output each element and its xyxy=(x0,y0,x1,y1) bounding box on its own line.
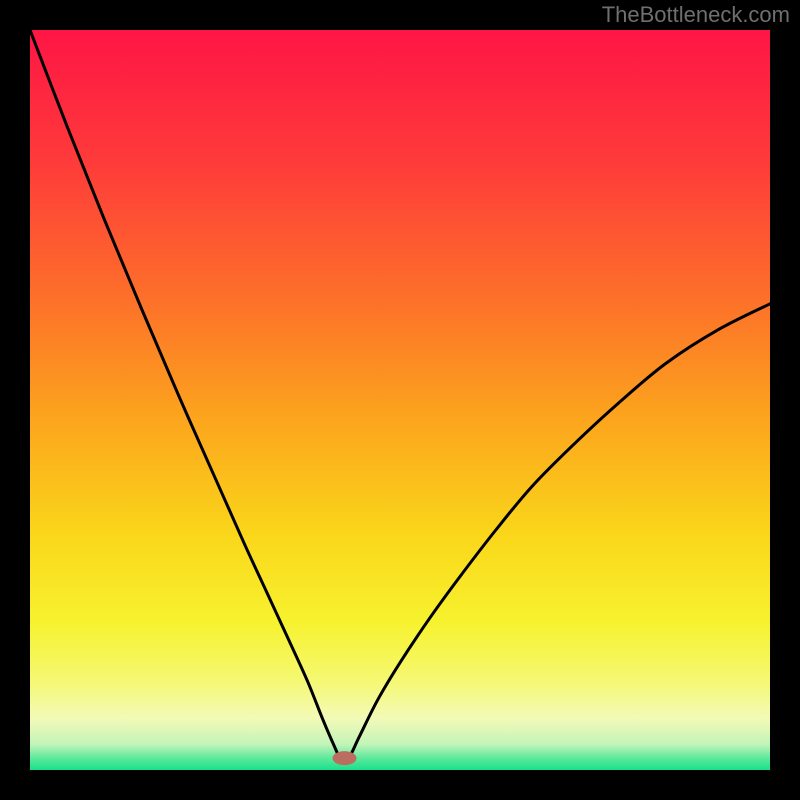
watermark-text: TheBottleneck.com xyxy=(602,2,790,28)
plot-area xyxy=(30,30,770,770)
minimum-marker xyxy=(333,751,357,765)
plot-svg xyxy=(30,30,770,770)
gradient-background xyxy=(30,30,770,770)
chart-outer-frame: TheBottleneck.com xyxy=(0,0,800,800)
